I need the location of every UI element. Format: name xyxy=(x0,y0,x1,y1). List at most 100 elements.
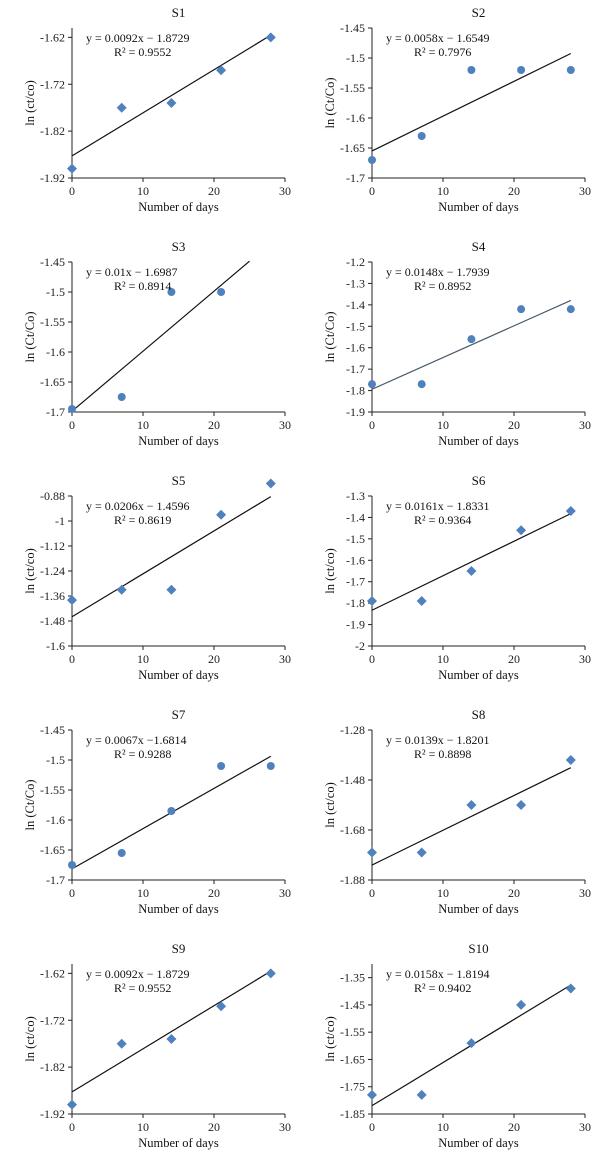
trend-equation: y = 0.0161x − 1.8331 xyxy=(386,499,490,513)
chart-svg: S5 -1.6 -1.48 -1.36 -1.24 -1.12 -1 -0.88 0 10 20 30… xyxy=(23,473,291,682)
chart-title: S3 xyxy=(172,239,186,254)
chart-panel-1: S1 -1.92 -1.82 -1.72 -1.62 0 10 20 30 Number of d… xyxy=(0,0,300,234)
data-point xyxy=(68,405,76,413)
y-tick-label: -1.6 xyxy=(46,345,65,359)
y-tick-label: -1.28 xyxy=(340,723,365,737)
chart-panel-8: S8 -1.88 -1.68 -1.48 -1.28 0 10 20 30 Number of d… xyxy=(300,702,600,936)
y-tick-label: -0.88 xyxy=(40,489,65,503)
data-point xyxy=(416,1089,427,1100)
x-tick-label: 10 xyxy=(137,1120,149,1134)
y-tick-label: -1.5 xyxy=(346,51,365,65)
trendline xyxy=(371,52,572,152)
x-tick-label: 10 xyxy=(137,184,149,198)
data-point xyxy=(265,32,276,43)
x-tick-label: 0 xyxy=(369,1120,375,1134)
r-squared-label: R² = 0.8952 xyxy=(414,279,471,293)
trendline xyxy=(371,767,572,866)
x-tick-label: 10 xyxy=(137,652,149,666)
x-tick-label: 20 xyxy=(208,184,220,198)
chart-panel-4: S4 -1.9 -1.8 -1.7 -1.6 -1.5 -1.4 -1.3 -1.2 0 10 20 3… xyxy=(300,234,600,468)
chart-title: S8 xyxy=(472,707,486,722)
data-point xyxy=(566,66,575,74)
r-squared-label: R² = 0.9288 xyxy=(114,747,171,761)
trendline xyxy=(371,513,572,611)
data-point xyxy=(566,305,575,314)
y-tick-label: -1.65 xyxy=(340,141,365,155)
x-axis-title: Number of days xyxy=(438,902,519,916)
chart-svg: S7 -1.7 -1.65 -1.6 -1.55 -1.5 -1.45 0 10 20 30 Numb… xyxy=(23,707,291,916)
trendline xyxy=(71,260,250,412)
y-tick-label: -1.45 xyxy=(40,723,65,737)
y-tick-label: -1.6 xyxy=(46,639,65,653)
x-axis-title: Number of days xyxy=(438,668,519,682)
data-point xyxy=(467,335,476,344)
x-tick-label: 20 xyxy=(508,886,520,900)
x-tick-label: 30 xyxy=(279,886,291,900)
y-tick-label: -1.7 xyxy=(346,575,365,589)
y-tick-label: -1.3 xyxy=(346,489,365,503)
y-tick-label: -1.85 xyxy=(340,1107,365,1121)
y-axis-title: ln (Ct/Co) xyxy=(23,779,37,830)
x-tick-label: 10 xyxy=(437,184,449,198)
y-axis-title: ln (ct/co) xyxy=(323,782,337,827)
x-tick-label: 30 xyxy=(279,652,291,666)
y-tick-label: -2 xyxy=(355,639,365,653)
x-tick-label: 20 xyxy=(508,652,520,666)
y-axis-title: ln (Ct/Co) xyxy=(23,311,37,362)
data-point xyxy=(166,98,177,108)
x-tick-label: 0 xyxy=(69,886,75,900)
y-tick-label: -1.55 xyxy=(40,783,65,797)
x-tick-label: 0 xyxy=(69,652,75,666)
x-axis-title: Number of days xyxy=(438,200,519,214)
y-axis-title: ln (ct/co) xyxy=(323,1016,337,1061)
chart-panel-7: S7 -1.7 -1.65 -1.6 -1.55 -1.5 -1.45 0 10 20 30 Numb… xyxy=(0,702,300,936)
chart-svg: S9 -1.92 -1.82 -1.72 -1.62 0 10 20 30 Number of d… xyxy=(23,941,291,1150)
y-tick-label: -1.45 xyxy=(340,998,365,1012)
y-axis-title: ln (Ct/Co) xyxy=(323,311,337,362)
data-point xyxy=(216,1001,227,1012)
y-tick-label: -1.9 xyxy=(346,405,365,419)
chart-panel-3: S3 -1.7 -1.65 -1.6 -1.55 -1.5 -1.45 0 10 20 30 Numb… xyxy=(0,234,300,468)
chart-title: S6 xyxy=(472,473,486,488)
y-tick-label: -1.48 xyxy=(40,614,65,628)
data-point xyxy=(67,1099,77,1110)
data-point xyxy=(467,66,476,74)
y-axis-title: ln (ct/co) xyxy=(323,548,337,593)
data-point xyxy=(216,509,227,520)
trend-equation: y = 0.0092x − 1.8729 xyxy=(86,31,190,45)
data-point xyxy=(416,847,427,858)
y-tick-label: -1.12 xyxy=(40,539,65,553)
data-point xyxy=(116,102,127,113)
trend-equation: y = 0.0092x − 1.8729 xyxy=(86,967,190,981)
y-tick-label: -1.45 xyxy=(40,255,65,269)
x-tick-label: 10 xyxy=(437,652,449,666)
data-point xyxy=(68,861,76,869)
y-tick-label: -1.5 xyxy=(46,753,65,767)
chart-title: S5 xyxy=(172,473,186,488)
y-tick-label: -1.68 xyxy=(340,823,365,837)
y-tick-label: -1.65 xyxy=(40,375,65,389)
y-tick-label: -1.35 xyxy=(340,971,365,985)
y-tick-label: -1 xyxy=(55,514,65,528)
y-tick-label: -1.48 xyxy=(340,773,365,787)
y-tick-label: -1.7 xyxy=(346,171,365,185)
trend-equation: y = 0.0158x − 1.8194 xyxy=(386,967,490,981)
trendline xyxy=(371,299,572,390)
y-tick-label: -1.4 xyxy=(346,298,365,312)
data-point xyxy=(466,1038,477,1049)
data-point xyxy=(116,1038,127,1049)
chart-svg: S8 -1.88 -1.68 -1.48 -1.28 0 10 20 30 Number of d… xyxy=(323,707,591,916)
data-point xyxy=(67,163,77,174)
trend-equation: y = 0.01x − 1.6987 xyxy=(86,265,178,279)
y-tick-label: -1.6 xyxy=(346,553,365,567)
y-tick-label: -1.24 xyxy=(40,564,65,578)
x-tick-label: 10 xyxy=(137,418,149,432)
chart-title: S9 xyxy=(172,941,186,956)
chart-panel-10: S10 -1.85 -1.75 -1.65 -1.55 -1.45 -1.35 0 10 20 30… xyxy=(300,936,600,1170)
data-point xyxy=(167,288,176,296)
data-point xyxy=(517,66,526,74)
x-tick-label: 10 xyxy=(137,886,149,900)
trend-equation: y = 0.0058x − 1.6549 xyxy=(386,31,490,45)
y-tick-label: -1.6 xyxy=(46,813,65,827)
y-tick-label: -1.6 xyxy=(346,111,365,125)
